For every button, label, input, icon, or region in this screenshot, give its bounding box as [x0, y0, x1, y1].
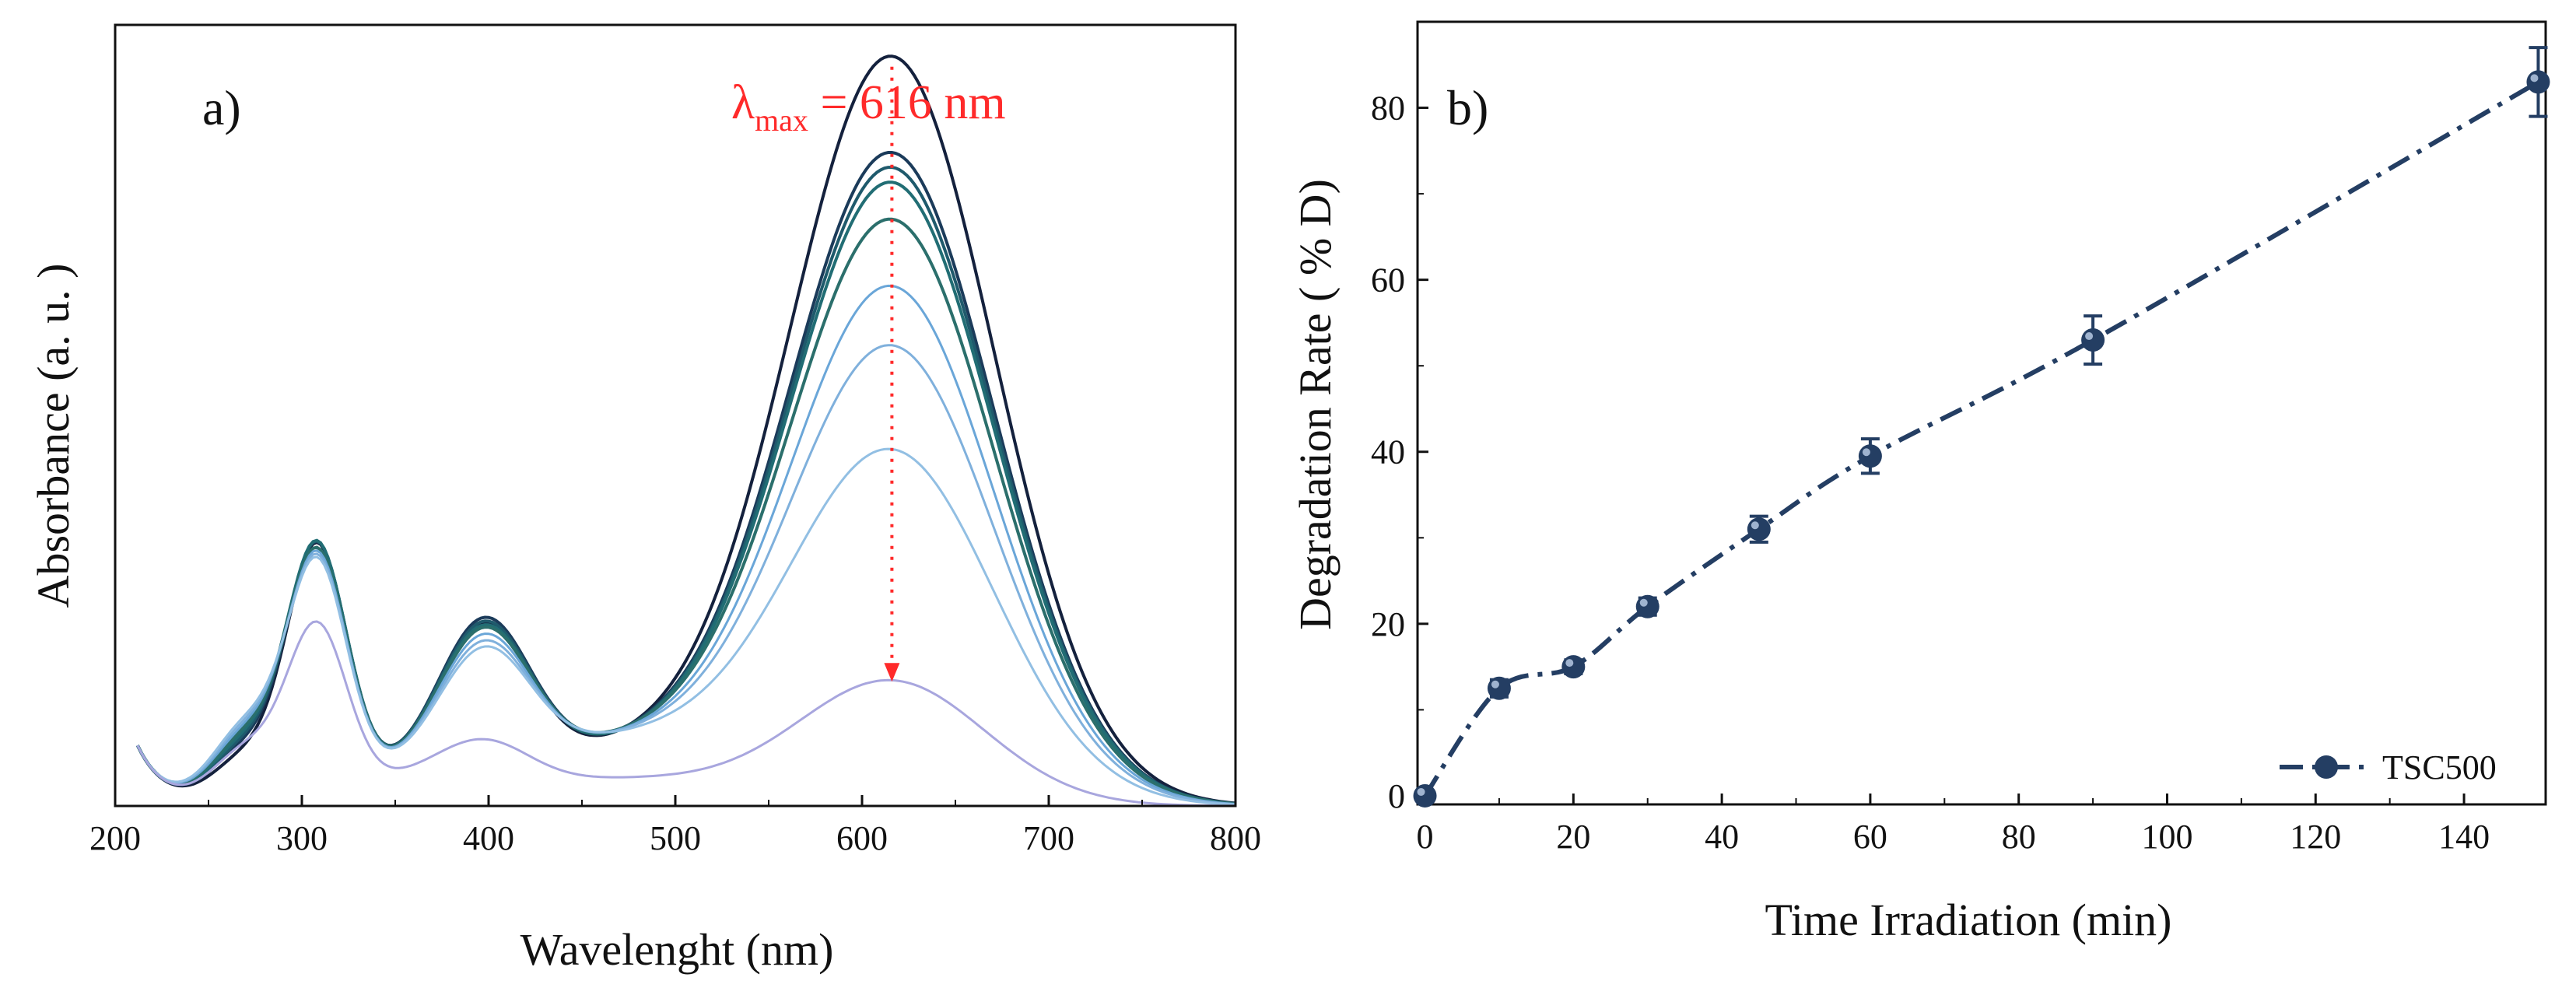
panel-a-label: a) — [202, 80, 241, 135]
data-point-highlight — [1417, 787, 1425, 796]
data-point — [1747, 517, 1771, 541]
data-point-highlight — [1751, 521, 1759, 530]
data-point-highlight — [1491, 680, 1499, 688]
data-point-highlight — [1639, 598, 1648, 607]
panel-a-ticks: 200 300 400 500 600 700 800 — [89, 795, 1261, 857]
legend-label: TSC500 — [2382, 748, 2497, 787]
panel-b-x-axis-title: Time Irradiation (min) — [1765, 895, 2172, 945]
data-point — [1487, 676, 1511, 700]
lambda-max-arrowhead — [884, 663, 900, 682]
data-point-highlight — [2530, 74, 2539, 82]
x-tick-label: 40 — [1705, 818, 1739, 856]
y-tick-label: 0 — [1388, 777, 1405, 815]
panel-b-ticks: 0 20 40 60 80 100 120 140 0 20 40 60 80 — [1371, 89, 2490, 856]
data-point — [2081, 328, 2105, 352]
data-point — [1858, 444, 1882, 468]
lambda-max-annotation: λmax = 616 nm — [731, 76, 1006, 138]
spectrum-line-4 — [136, 180, 1236, 806]
lambda-symbol: λ — [731, 76, 755, 129]
x-tick-label: 400 — [463, 819, 514, 857]
spectrum-line-8 — [136, 447, 1236, 806]
tsc500-points — [1413, 46, 2550, 808]
data-point — [2526, 70, 2550, 94]
panel-b: 0 20 40 60 80 100 120 140 0 20 40 60 80 b) Time Irra… — [1290, 20, 2550, 945]
lambda-value: = 616 nm — [808, 76, 1006, 129]
spectra-lines — [136, 54, 1236, 808]
data-point-highlight — [1565, 659, 1574, 667]
data-point-highlight — [2085, 332, 2094, 341]
legend-marker — [2315, 755, 2338, 779]
panel-b-label: b) — [1447, 80, 1488, 135]
data-point — [1635, 594, 1660, 618]
x-tick-label: 80 — [2002, 818, 2036, 856]
x-tick-label: 800 — [1210, 819, 1261, 857]
x-tick-label: 0 — [1417, 818, 1434, 856]
spectrum-line-9 — [136, 620, 1235, 808]
data-point — [1413, 783, 1437, 808]
x-tick-label: 20 — [1556, 818, 1590, 856]
x-tick-label: 700 — [1023, 819, 1074, 857]
data-point — [1561, 655, 1586, 679]
panel-a: 200 300 400 500 600 700 800 a) λmax = 616 nm W… — [28, 23, 1261, 975]
tsc500-line — [1423, 79, 2540, 797]
x-tick-label: 140 — [2438, 818, 2490, 856]
y-tick-label: 20 — [1371, 605, 1405, 643]
data-point-highlight — [1862, 448, 1870, 457]
panel-b-y-axis-title: Degradation Rate ( % D) — [1290, 179, 1341, 630]
x-tick-label: 60 — [1853, 818, 1887, 856]
x-tick-label: 300 — [276, 819, 328, 857]
x-tick-label: 100 — [2141, 818, 2192, 856]
y-tick-label: 40 — [1371, 433, 1405, 471]
legend: TSC500 — [2280, 748, 2497, 787]
panel-b-frame — [1416, 20, 2547, 806]
panel-a-y-axis-title: Absorbance (a. u. ) — [28, 264, 79, 608]
y-tick-label: 60 — [1371, 261, 1405, 300]
panel-a-x-axis-title: Wavelenght (nm) — [520, 924, 834, 975]
y-tick-label: 80 — [1371, 89, 1405, 128]
lambda-subscript: max — [755, 103, 808, 138]
spectrum-line-7 — [136, 344, 1236, 806]
x-tick-label: 120 — [2290, 818, 2341, 856]
spectrum-line-6 — [136, 284, 1236, 805]
x-tick-label: 600 — [836, 819, 888, 857]
spectrum-line-5 — [136, 217, 1236, 806]
x-tick-label: 500 — [650, 819, 701, 857]
x-tick-label: 200 — [89, 819, 141, 857]
